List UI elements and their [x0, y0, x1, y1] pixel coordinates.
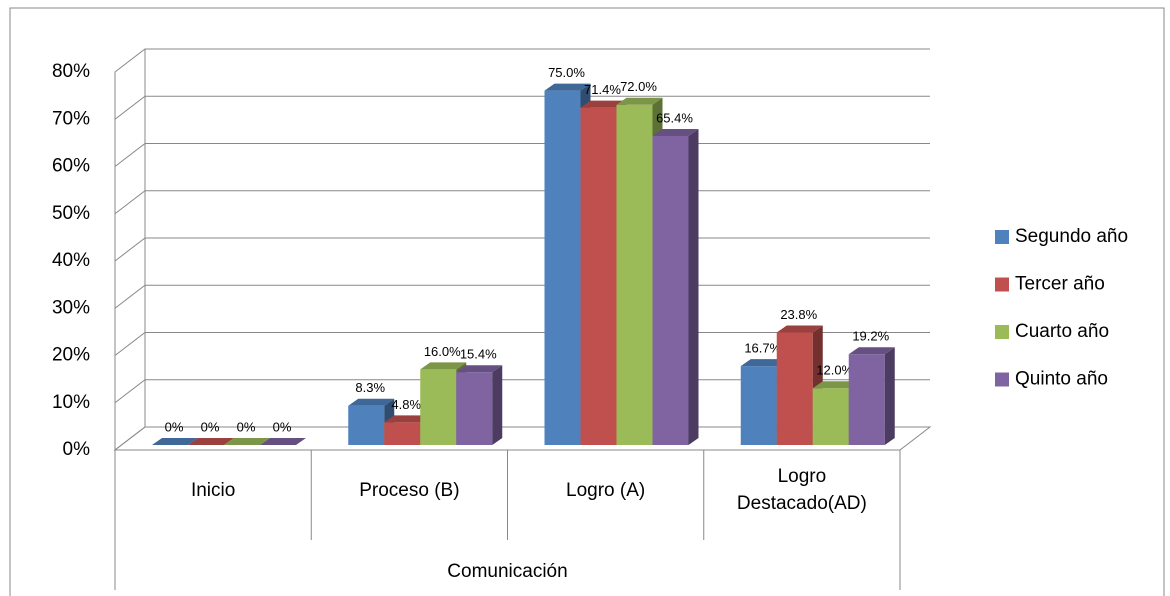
x-tick-label: Logro (A): [566, 479, 646, 501]
bar-top: [812, 381, 859, 389]
bar-top: [580, 100, 627, 108]
legend-swatch: [995, 277, 1009, 292]
bar-front: [848, 354, 885, 445]
value-label: 71.4%: [584, 82, 621, 97]
bar-front: [580, 107, 617, 445]
y-tick-label: 70%: [52, 108, 90, 129]
value-label: 72.0%: [620, 79, 657, 94]
bar: [652, 128, 699, 446]
bar-front: [384, 422, 421, 445]
bar-front: [740, 366, 777, 445]
bar: [224, 438, 270, 445]
bar-top: [152, 438, 198, 445]
y-tick-label: 10%: [52, 392, 90, 413]
legend-swatch: [995, 325, 1009, 339]
value-label: 23.8%: [780, 307, 817, 322]
value-label: 4.8%: [391, 397, 421, 412]
legend-swatch: [995, 372, 1009, 387]
x-tick-label: Inicio: [190, 479, 236, 501]
bar-top: [848, 347, 895, 355]
value-label: 16.0%: [424, 344, 461, 359]
grid-line: [114, 190, 930, 215]
y-tick-label: 60%: [52, 156, 90, 177]
bar-top: [260, 438, 306, 445]
bar-top: [384, 415, 431, 423]
grid-line: [114, 237, 930, 262]
bar-top: [616, 97, 663, 105]
y-tick-label: 50%: [52, 203, 90, 224]
bar-side: [688, 128, 699, 446]
value-label: 0%: [165, 419, 184, 434]
bar-front: [812, 388, 849, 445]
legend-label: Tercer año: [1015, 274, 1105, 295]
chart-border: [9, 7, 1165, 596]
grid-line: [114, 95, 930, 120]
bar: [456, 365, 503, 445]
bar-front: [616, 104, 653, 446]
bar-top: [776, 325, 823, 333]
value-label: 0%: [237, 419, 256, 434]
grid-line: [114, 48, 930, 73]
bar-top: [224, 438, 270, 445]
bar-front: [348, 405, 385, 445]
bar-side: [884, 347, 895, 445]
group-label: Comunicación: [447, 561, 567, 582]
bar-top: [544, 83, 591, 91]
bar-front: [652, 135, 689, 446]
bar-top: [348, 398, 395, 406]
grid-line: [114, 284, 930, 309]
y-tick-label: 20%: [52, 345, 90, 366]
y-tick-label: 30%: [52, 297, 90, 318]
legend-label: Segundo año: [1015, 226, 1128, 247]
y-tick-label: 40%: [52, 250, 90, 271]
y-tick-label: 0%: [63, 439, 91, 460]
value-label: 15.4%: [460, 347, 497, 362]
legend-swatch: [995, 230, 1009, 244]
value-label: 0%: [201, 419, 220, 434]
bar-top: [740, 359, 787, 367]
bar-top: [420, 362, 467, 370]
bar-top: [456, 365, 503, 373]
bar-side: [492, 365, 503, 445]
value-label: 19.2%: [852, 329, 889, 344]
bar-top: [652, 128, 699, 136]
bar-front: [776, 332, 813, 445]
bar-front: [420, 369, 457, 445]
value-label: 16.7%: [744, 341, 781, 356]
y-tick-label: 80%: [52, 61, 90, 82]
value-label: 8.3%: [355, 380, 385, 395]
bar: [260, 438, 306, 445]
bar-front: [456, 372, 493, 445]
legend-label: Cuarto año: [1015, 321, 1109, 342]
x-tick-label: Proceso (B): [359, 479, 460, 501]
bar-front: [544, 90, 581, 445]
value-label: 75.0%: [548, 65, 585, 80]
bar: [848, 347, 895, 445]
x-tick-label: Logro Destacado(AD): [736, 466, 867, 514]
floor: [113, 426, 932, 451]
bar-top: [188, 438, 234, 445]
legend-label: Quinto año: [1015, 369, 1108, 390]
value-label: 65.4%: [656, 110, 693, 125]
value-label: 0%: [273, 419, 292, 434]
value-label: 12.0%: [816, 363, 853, 378]
grid-line: [114, 143, 930, 167]
bar: [188, 438, 234, 445]
bar: [152, 438, 198, 445]
